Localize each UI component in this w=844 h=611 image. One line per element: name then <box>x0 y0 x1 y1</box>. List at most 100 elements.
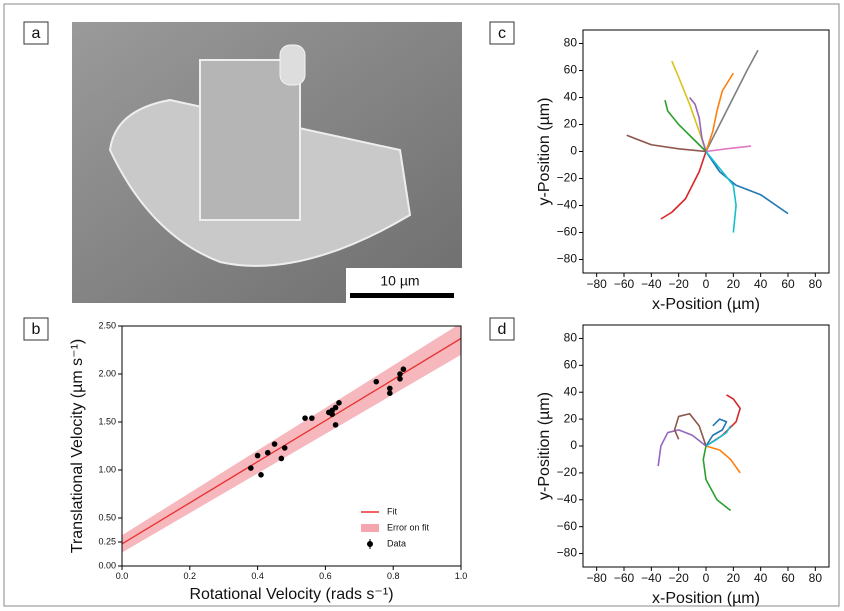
figure-border <box>3 3 840 607</box>
y-tick-label: −40 <box>557 198 578 212</box>
x-tick-label: −60 <box>614 277 635 291</box>
data-point <box>309 415 315 421</box>
y-tick-label: 0 <box>570 144 577 158</box>
scale-bar-label: 10 µm <box>380 273 419 289</box>
data-point <box>248 465 254 471</box>
y-tick-label: 40 <box>564 90 578 104</box>
x-axis-label: x-Position (µm) <box>652 296 760 313</box>
x-tick-label: −80 <box>586 571 607 585</box>
legend-label: Data <box>387 538 406 548</box>
trajectory <box>705 150 737 233</box>
panel-label: c <box>498 25 506 42</box>
x-tick-label: 80 <box>809 277 823 291</box>
y-tick-label: 0 <box>570 438 577 452</box>
x-tick-label: −60 <box>614 571 635 585</box>
legend-label: Error on fit <box>387 522 430 532</box>
x-tick-label: 0.2 <box>184 571 197 581</box>
data-point <box>387 385 393 392</box>
panel-label: a <box>32 25 41 42</box>
data-point <box>281 445 288 451</box>
panel-label: b <box>32 321 41 338</box>
panel-label-box <box>23 317 49 341</box>
y-tick-label: 2.50 <box>98 320 116 330</box>
panel-label-box <box>489 317 515 341</box>
y-tick-label: 60 <box>564 63 578 77</box>
data-point <box>332 404 339 411</box>
trajectory <box>657 429 707 467</box>
scale-bar <box>350 293 454 298</box>
x-tick-label: 0.6 <box>319 571 332 581</box>
trajectory <box>626 134 707 153</box>
y-axis-label: Translational Velocity (µm s⁻¹) <box>69 339 86 553</box>
trajectory <box>688 96 707 152</box>
data-point <box>302 415 308 421</box>
x-tick-label: 0.4 <box>251 571 264 581</box>
trajectory <box>705 445 741 474</box>
x-tick-label: 40 <box>754 571 768 585</box>
error-band <box>122 326 461 553</box>
data-point <box>264 449 271 456</box>
y-tick-label: −20 <box>557 171 578 185</box>
trajectory <box>705 418 728 447</box>
y-tick-label: 0.00 <box>98 560 116 570</box>
data-point <box>258 472 264 478</box>
y-tick-label: 20 <box>564 411 578 425</box>
x-tick-label: 1.0 <box>455 571 468 581</box>
y-tick-label: −60 <box>557 225 578 239</box>
trajectory <box>702 445 732 512</box>
x-tick-label: 0 <box>703 277 710 291</box>
x-tick-label: −20 <box>668 277 689 291</box>
y-tick-label: 0.25 <box>98 536 116 546</box>
panel-label-box <box>23 21 49 45</box>
y-tick-label: 20 <box>564 117 578 131</box>
y-tick-label: 80 <box>564 331 578 345</box>
x-tick-label: 0.8 <box>387 571 400 581</box>
x-axis-label: Rotational Velocity (rads s⁻¹) <box>189 586 393 603</box>
y-tick-label: 2.00 <box>98 368 116 378</box>
x-tick-label: 20 <box>727 571 741 585</box>
x-tick-label: −40 <box>641 571 662 585</box>
x-tick-label: 60 <box>781 571 795 585</box>
y-tick-label: −80 <box>557 252 578 266</box>
trajectory <box>673 412 707 447</box>
legend-swatch <box>367 541 373 547</box>
data-point <box>254 452 261 459</box>
y-tick-label: −20 <box>557 465 578 479</box>
data-point <box>387 390 393 397</box>
data-point <box>332 422 339 428</box>
y-tick-label: 40 <box>564 384 578 398</box>
x-tick-label: 60 <box>781 277 795 291</box>
y-tick-label: 1.00 <box>98 464 116 474</box>
x-tick-label: −80 <box>586 277 607 291</box>
y-tick-label: −80 <box>557 546 578 560</box>
data-point <box>271 441 278 447</box>
data-point <box>397 376 403 382</box>
boat-cabin <box>199 59 301 221</box>
legend-swatch <box>361 524 379 532</box>
legend-label: Fit <box>387 506 397 516</box>
y-tick-label: 0.50 <box>98 512 116 522</box>
trajectory <box>705 49 759 152</box>
trajectory <box>671 60 707 152</box>
panel-label: d <box>498 321 507 338</box>
trajectory <box>664 100 707 153</box>
x-tick-label: −40 <box>641 277 662 291</box>
x-tick-label: 0 <box>703 571 710 585</box>
x-tick-label: −20 <box>668 571 689 585</box>
data-point <box>400 366 407 373</box>
y-tick-label: −60 <box>557 519 578 533</box>
data-point <box>373 378 380 385</box>
axes-frame <box>121 325 462 567</box>
data-point <box>329 411 335 418</box>
plot-area <box>122 326 461 553</box>
y-axis-label: y-Position (µm) <box>536 98 553 206</box>
boat-chimney <box>279 44 306 86</box>
trajectory <box>705 72 735 152</box>
plot-area <box>626 49 789 233</box>
data-point <box>278 455 285 462</box>
x-axis-label: x-Position (µm) <box>652 590 760 607</box>
x-tick-label: 0.0 <box>116 571 129 581</box>
trajectory <box>660 151 707 220</box>
panel-label-box <box>489 21 515 45</box>
